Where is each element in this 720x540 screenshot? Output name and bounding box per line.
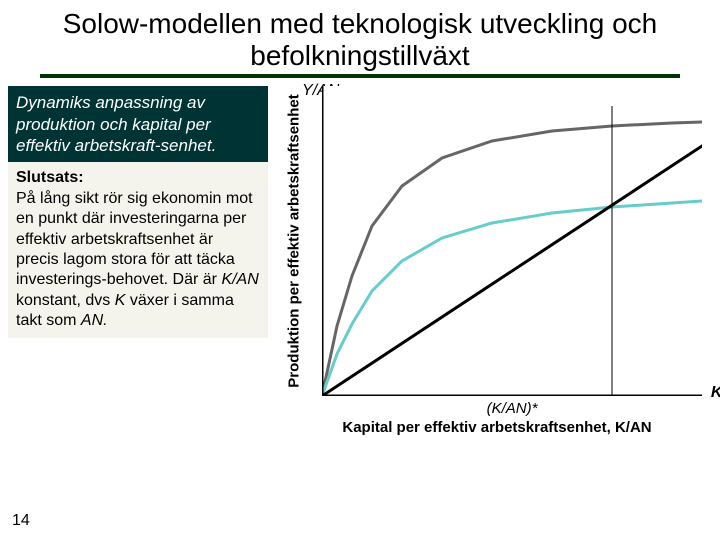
content-row: Dynamiks anpassning av produktion och ka… — [0, 80, 720, 436]
conclusion-heading: Slutsats: — [16, 169, 84, 186]
conclusion-ital-2: K — [115, 292, 126, 309]
solow-chart — [322, 86, 702, 396]
chart-xlabel: Kapital per effektiv arbetskraftsenhet, … — [282, 419, 712, 436]
chart-ylabel: Produktion per effektiv arbetskraftsenhe… — [286, 95, 303, 388]
slide-title: Solow-modellen med teknologisk utvecklin… — [40, 8, 680, 78]
conclusion-box: Slutsats: På lång sikt rör sig ekonomin … — [8, 162, 268, 338]
x-end-label: K/AN — [711, 384, 720, 402]
conclusion-text-1: På lång sikt rör sig ekonomin mot en pun… — [16, 190, 253, 289]
conclusion-ital-1: K/AN — [221, 271, 258, 288]
conclusion-text-2: konstant, dvs — [16, 292, 115, 309]
conclusion-ital-3: AN. — [81, 312, 108, 329]
chart-area: Produktion per effektiv arbetskraftsenhe… — [322, 86, 702, 396]
right-column: Y/AN Produktion per effektiv arbetskraft… — [282, 86, 712, 436]
title-container: Solow-modellen med teknologisk utvecklin… — [0, 0, 720, 80]
slide-number: 14 — [12, 512, 30, 530]
intro-box: Dynamiks anpassning av produktion och ka… — [8, 86, 268, 162]
left-column: Dynamiks anpassning av produktion och ka… — [8, 86, 268, 436]
steady-state-label: (K/AN)* — [322, 400, 702, 417]
